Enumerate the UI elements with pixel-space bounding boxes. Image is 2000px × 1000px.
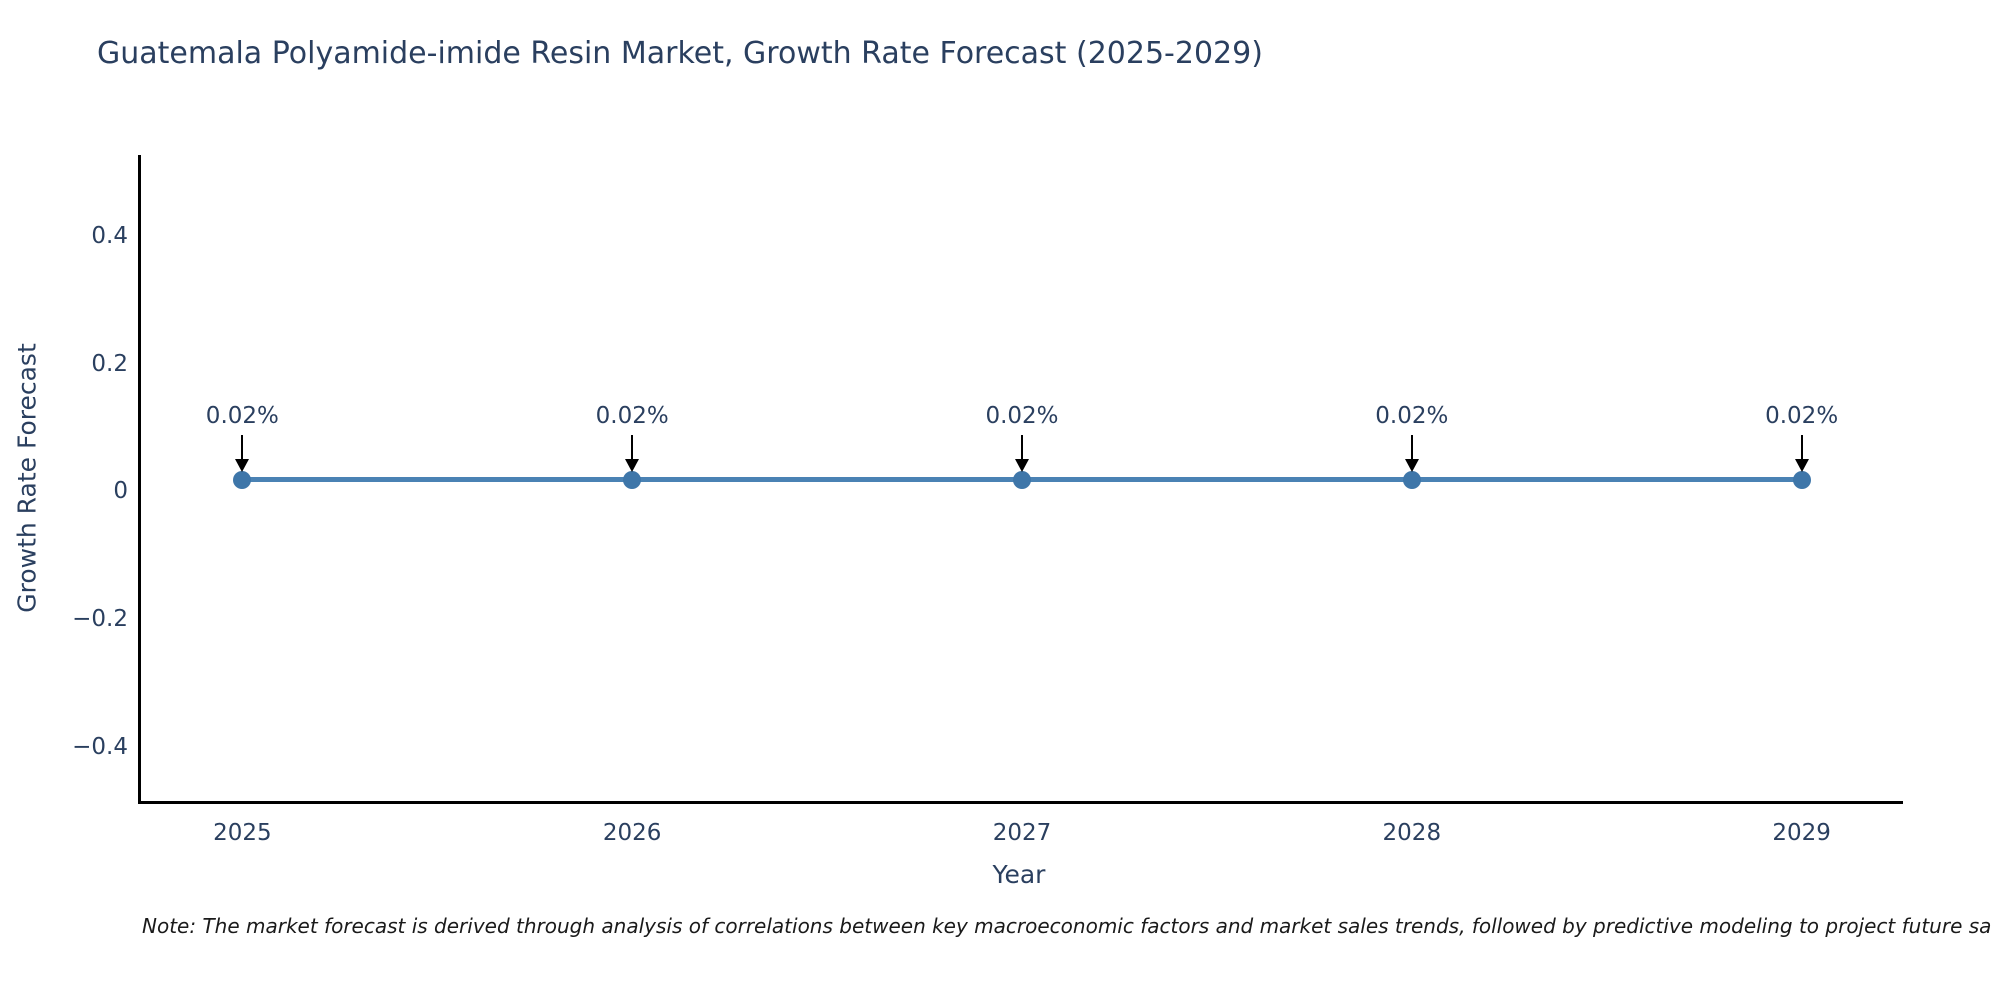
annotation-arrow-head-icon xyxy=(1404,458,1419,472)
annotation-label: 0.02% xyxy=(985,402,1059,429)
data-point-marker xyxy=(1792,470,1811,489)
annotation-arrow-head-icon xyxy=(235,458,250,472)
data-point-marker xyxy=(233,470,252,489)
footnote: Note: The market forecast is derived thr… xyxy=(142,914,1992,938)
x-tick-label: 2029 xyxy=(1772,820,1831,846)
annotation-label: 0.02% xyxy=(1765,402,1839,429)
x-tick-label: 2025 xyxy=(213,820,272,846)
y-tick-label: −0.4 xyxy=(72,733,128,760)
x-axis-title: Year xyxy=(992,860,1046,889)
y-tick-label: 0 xyxy=(113,478,128,505)
data-point-marker xyxy=(1013,470,1031,489)
data-point-marker xyxy=(623,470,642,489)
chart-title: Guatemala Polyamide-imide Resin Market, … xyxy=(97,36,1263,71)
annotation-label: 0.02% xyxy=(205,402,279,429)
y-tick-label: 0.2 xyxy=(91,350,128,377)
annotation-arrow-shaft xyxy=(631,434,634,460)
data-point-marker xyxy=(1402,470,1421,489)
annotation-arrow-shaft xyxy=(1410,434,1413,460)
y-tick-label: −0.2 xyxy=(72,606,128,633)
annotation-arrow-head-icon xyxy=(1015,458,1029,472)
annotation-arrow-shaft xyxy=(1800,434,1803,460)
x-tick-label: 2026 xyxy=(602,820,662,846)
plot-area: 0.4 0.2 0 −0.2 −0.4 2025 2026 2027 2028 2029 0.0… xyxy=(72,155,1903,846)
x-tick-label: 2028 xyxy=(1382,820,1442,846)
y-tick-label: 0.4 xyxy=(91,222,128,249)
annotation-arrow-shaft xyxy=(1021,434,1023,460)
annotation-label: 0.02% xyxy=(1375,402,1449,429)
annotation-arrow-shaft xyxy=(241,434,244,460)
y-axis-title: Growth Rate Forecast xyxy=(12,343,42,613)
annotation-arrow-head-icon xyxy=(625,458,640,472)
x-tick-label: 2027 xyxy=(992,820,1052,846)
annotation-label: 0.02% xyxy=(595,402,669,429)
annotation-arrow-head-icon xyxy=(1794,458,1809,472)
